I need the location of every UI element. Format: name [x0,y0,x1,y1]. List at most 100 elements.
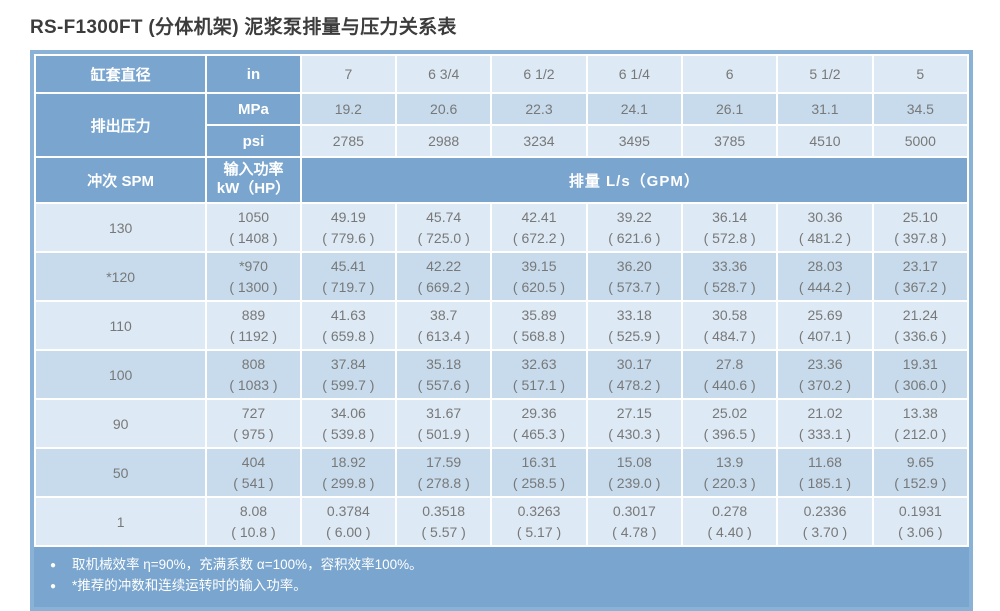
cell-sub: ( 299.8 ) [322,474,375,491]
cell-value: 32.63 [521,355,557,372]
cell-value: 808 [241,355,266,372]
liner-size-value: 6 1/4 [587,56,681,92]
cell-value: 33.36 [712,257,748,274]
cell-value: 11.68 [807,453,842,470]
cell-sub: ( 440.6 ) [703,376,756,393]
flow-cell: 23.17 ( 367.2 ) [873,253,967,300]
power-cell: 808 ( 1083 ) [207,351,300,398]
liner-diameter-label: 缸套直径 [36,56,206,92]
flow-cell: 30.36 ( 481.2 ) [778,204,872,251]
flow-cell: 32.63 ( 517.1 ) [492,351,586,398]
cell-sub: ( 672.2 ) [512,229,566,246]
table-row-spm50: 50 404 ( 541 ) 18.92 ( 299.8 ) 17.59 ( 278.… [36,449,967,496]
spm-value: 130 [36,204,206,251]
flow-cell: 49.19 ( 779.6 ) [301,204,395,251]
cell-value: 0.2336 [803,502,847,519]
flow-cell: 31.67 ( 501.9 ) [397,400,491,447]
cell-value: 45.41 [330,257,366,274]
flow-cell: 35.89 ( 568.8 ) [492,302,586,349]
cell-sub: ( 1192 ) [229,327,278,344]
cell-value: 8.08 [239,502,268,519]
power-cell: *970 ( 1300 ) [207,253,300,300]
cell-sub: ( 6.00 ) [326,523,371,540]
flow-cell: 0.3784 ( 6.00 ) [301,498,395,545]
flow-cell: 0.1931 ( 3.06 ) [873,498,967,545]
cell-value: 45.74 [426,208,462,225]
cell-sub: ( 306.0 ) [894,376,947,393]
flow-cell: 35.18 ( 557.6 ) [397,351,491,398]
table-row-spm1: 1 8.08 ( 10.8 ) 0.3784 ( 6.00 ) 0.3518 ( 5.… [36,498,967,545]
liner-size-value: 7 [301,56,395,92]
liner-diameter-row: 缸套直径 in 7 6 3/4 6 1/2 6 1/4 6 5 1/2 5 [36,56,967,92]
cell-sub: ( 568.8 ) [512,327,566,344]
cell-sub: ( 620.5 ) [512,278,566,295]
flow-cell: 21.02 ( 333.1 ) [778,400,872,447]
cell-sub: ( 572.8 ) [703,229,756,246]
cell-value: 0.3784 [326,502,370,519]
note-text: *推荐的冲数和连续运转时的输入功率。 [72,578,307,593]
cell-sub: ( 484.7 ) [703,327,756,344]
flow-cell: 25.10 ( 397.8 ) [873,204,967,251]
liner-size-value: 6 3/4 [397,56,491,92]
cell-value: 0.3017 [612,502,656,519]
flow-cell: 25.69 ( 407.1 ) [778,302,872,349]
power-cell: 727 ( 975 ) [207,400,300,447]
psi-value: 3785 [682,126,777,156]
cell-value: 25.10 [902,208,938,225]
psi-value: 2785 [301,126,395,156]
cell-sub: ( 396.5 ) [703,425,756,442]
note-item: ● 取机械效率 η=90%，充满系数 α=100%，容积效率100%。 [50,555,957,576]
cell-value: 23.36 [807,355,843,372]
flow-cell: 23.36 ( 370.2 ) [778,351,872,398]
flow-cell: 39.15 ( 620.5 ) [492,253,586,300]
discharge-pressure-label: 排出压力 [36,94,206,156]
cell-sub: ( 3.06 ) [898,523,943,540]
cell-value: 21.02 [807,404,843,421]
spm-value: 110 [36,302,206,349]
cell-value: 42.41 [521,208,557,225]
flow-cell: 13.38 ( 212.0 ) [873,400,967,447]
cell-value: 21.24 [902,306,938,323]
flow-cell: 0.278 ( 4.40 ) [682,498,777,545]
flow-cell: 36.20 ( 573.7 ) [587,253,681,300]
cell-value: 27.15 [616,404,652,421]
cell-sub: ( 528.7 ) [703,278,756,295]
flow-cell: 42.41 ( 672.2 ) [492,204,586,251]
cell-value: 34.06 [330,404,366,421]
flow-header: 排量 L/s（GPM） [301,158,967,202]
cell-sub: ( 444.2 ) [798,278,852,295]
spm-value: *120 [36,253,206,300]
flow-cell: 34.06 ( 539.8 ) [301,400,395,447]
cell-value: 0.278 [712,502,748,519]
table-row-spm120: *120 *970 ( 1300 ) 45.41 ( 719.7 ) 42.22 ( … [36,253,967,300]
flow-cell: 27.15 ( 430.3 ) [587,400,681,447]
flow-cell: 15.08 ( 239.0 ) [587,449,681,496]
cell-value: 0.3518 [422,502,466,519]
pump-spec-table-frame: 缸套直径 in 7 6 3/4 6 1/2 6 1/4 6 5 1/2 5 排出… [30,50,973,611]
flow-cell: 37.84 ( 599.7 ) [301,351,395,398]
cell-value: 727 [241,404,266,421]
liner-size-value: 5 1/2 [778,56,872,92]
psi-value: 3234 [492,126,586,156]
cell-value: 27.8 [716,355,744,372]
power-cell: 404 ( 541 ) [207,449,300,496]
liner-size-value: 6 [682,56,777,92]
cell-value: *970 [239,257,268,274]
mpa-value: 26.1 [682,94,777,124]
cell-sub: ( 975 ) [233,425,274,442]
cell-sub: ( 478.2 ) [608,376,661,393]
cell-sub: ( 5.17 ) [516,523,562,540]
table-row-spm90: 90 727 ( 975 ) 34.06 ( 539.8 ) 31.67 ( 501.… [36,400,967,447]
cell-value: 25.02 [712,404,748,421]
flow-cell: 39.22 ( 621.6 ) [587,204,681,251]
bullet-icon: ● [50,581,57,592]
table-notes-footer: ● 取机械效率 η=90%，充满系数 α=100%，容积效率100%。 ● *推… [34,547,969,607]
cell-sub: ( 4.40 ) [707,523,752,540]
flow-cell: 19.31 ( 306.0 ) [873,351,967,398]
cell-value: 36.20 [616,257,652,274]
flow-cell: 33.36 ( 528.7 ) [682,253,777,300]
flow-cell: 28.03 ( 444.2 ) [778,253,872,300]
cell-value: 39.15 [521,257,557,274]
mpa-unit-label: MPa [207,94,300,124]
cell-sub: ( 336.6 ) [894,327,947,344]
